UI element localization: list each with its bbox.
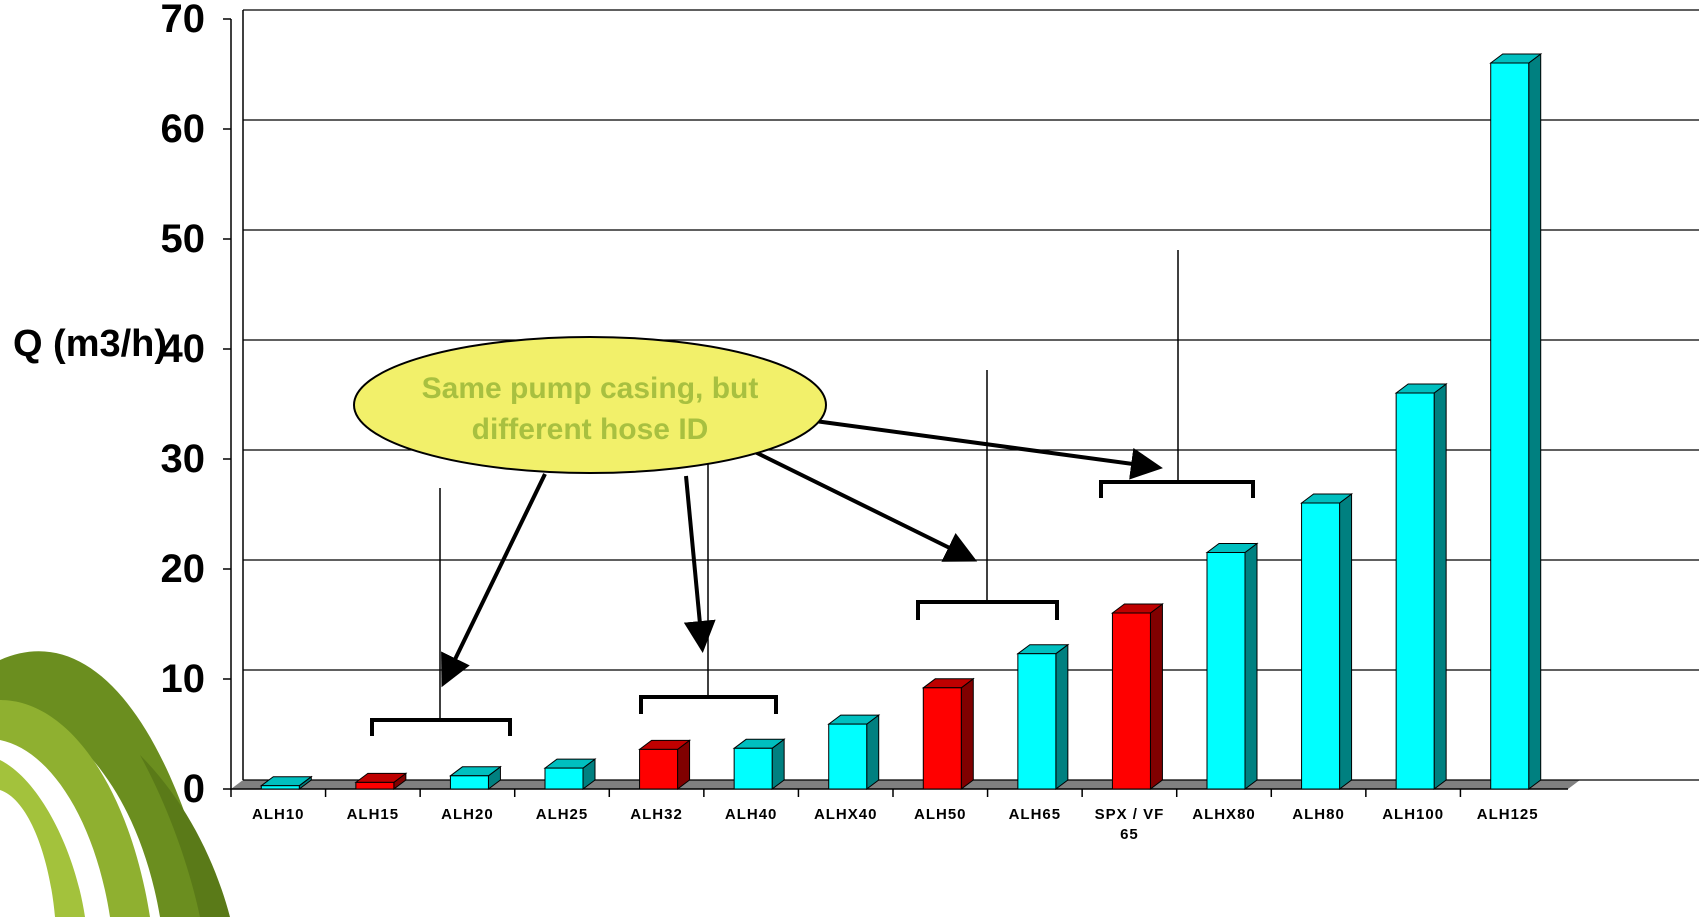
x-tick-label: ALHX40 bbox=[801, 805, 891, 825]
bar-side bbox=[1245, 544, 1257, 790]
y-tick-label: 10 bbox=[85, 659, 205, 699]
bar-side bbox=[867, 715, 879, 789]
bar bbox=[1112, 613, 1150, 789]
page: Q (m3/h) Same pump casing, but different… bbox=[0, 0, 1699, 917]
bar bbox=[261, 786, 299, 789]
bar-side bbox=[1056, 645, 1068, 789]
bar bbox=[829, 724, 867, 789]
bar bbox=[356, 782, 394, 789]
annotation: Same pump casing, but different hose ID bbox=[400, 368, 780, 450]
bar-side bbox=[1529, 54, 1541, 789]
floor bbox=[231, 780, 1580, 789]
bar-side bbox=[1340, 494, 1352, 789]
bar-side bbox=[1434, 384, 1446, 789]
bar bbox=[1207, 553, 1245, 790]
chart bbox=[0, 0, 1699, 917]
bar bbox=[1302, 503, 1340, 789]
x-tick-label: ALH10 bbox=[233, 805, 323, 825]
x-tick-label: ALH80 bbox=[1274, 805, 1364, 825]
bar bbox=[1018, 654, 1056, 789]
x-tick-label: ALH40 bbox=[706, 805, 796, 825]
y-tick-label: 50 bbox=[85, 219, 205, 259]
bar bbox=[1491, 63, 1529, 789]
x-tick-label: ALH65 bbox=[990, 805, 1080, 825]
y-tick-label: 30 bbox=[85, 439, 205, 479]
y-tick-label: 40 bbox=[85, 329, 205, 369]
bar bbox=[640, 749, 678, 789]
x-tick-label: SPX / VF 65 bbox=[1084, 805, 1174, 845]
x-tick-label: ALH100 bbox=[1368, 805, 1458, 825]
y-tick-label: 20 bbox=[85, 549, 205, 589]
bar bbox=[923, 688, 961, 789]
bar bbox=[545, 768, 583, 789]
x-tick-label: ALH125 bbox=[1463, 805, 1553, 825]
bar bbox=[450, 776, 488, 789]
x-tick-label: ALH50 bbox=[895, 805, 985, 825]
bar bbox=[734, 748, 772, 789]
x-tick-label: ALH25 bbox=[517, 805, 607, 825]
bar bbox=[1396, 393, 1434, 789]
x-tick-label: ALH20 bbox=[422, 805, 512, 825]
y-tick-label: 0 bbox=[85, 769, 205, 809]
bar-side bbox=[961, 679, 973, 789]
y-tick-label: 70 bbox=[85, 0, 205, 39]
y-tick-label: 60 bbox=[85, 109, 205, 149]
x-tick-label: ALH15 bbox=[328, 805, 418, 825]
x-tick-label: ALHX80 bbox=[1179, 805, 1269, 825]
x-tick-label: ALH32 bbox=[612, 805, 702, 825]
bar-side bbox=[1150, 604, 1162, 789]
